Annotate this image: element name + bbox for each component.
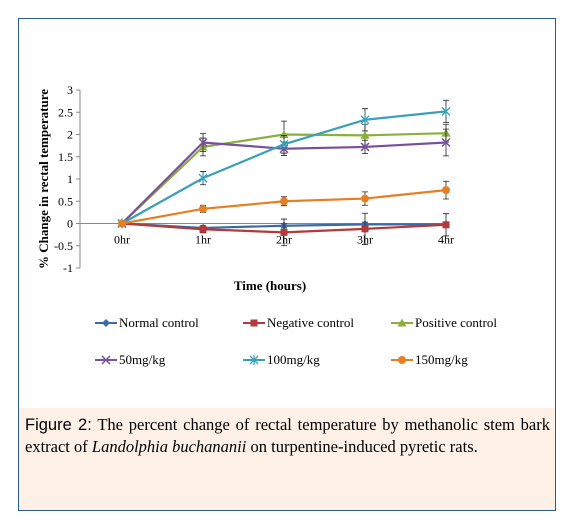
- y-tick-label: -1: [63, 261, 73, 275]
- data-point: [280, 197, 288, 206]
- data-point: [361, 225, 369, 233]
- x-tick-label: 0hr: [114, 233, 130, 247]
- legend-item: 50mg/kg: [95, 352, 166, 367]
- data-point: [361, 194, 369, 203]
- data-point: [441, 137, 451, 148]
- data-point: [198, 137, 208, 148]
- data-point: [118, 219, 126, 228]
- y-tick-label: 0.5: [58, 194, 73, 208]
- caption-text-end: on turpentine-induced pyretic rats.: [246, 437, 478, 456]
- y-tick-label: 1.5: [58, 150, 73, 164]
- y-axis-title: % Change in rectal temperature: [36, 89, 51, 269]
- caption-background: [19, 408, 555, 510]
- series-150mg-kg: [118, 180, 450, 228]
- data-point: [250, 319, 258, 327]
- y-tick-label: 0: [67, 217, 73, 231]
- legend-label: Normal control: [119, 315, 199, 330]
- legend-label: Negative control: [267, 315, 354, 330]
- data-point: [280, 228, 288, 236]
- series-lines: [117, 99, 451, 247]
- series-100mg-kg: [117, 99, 451, 229]
- data-point: [199, 225, 207, 233]
- data-point: [360, 142, 370, 152]
- legend-item: Normal control: [95, 315, 199, 330]
- y-axis: 3 2.5 2 1.5 1 0.5 0 -0.5 -1 % Change in rectal te…: [36, 83, 81, 275]
- data-point: [442, 221, 450, 229]
- data-point: [198, 173, 208, 184]
- legend-label: 100mg/kg: [267, 352, 320, 367]
- legend-label: 150mg/kg: [415, 352, 468, 367]
- data-point: [398, 356, 406, 364]
- x-tick-label: 4hr: [438, 233, 454, 247]
- legend-label: Positive control: [415, 315, 497, 330]
- data-point: [397, 318, 407, 327]
- data-point: [442, 186, 450, 195]
- data-point: [199, 204, 207, 213]
- data-point: [279, 130, 289, 138]
- y-tick-label: 3: [67, 83, 73, 97]
- data-point: [249, 355, 259, 365]
- legend: Normal control Negative control Positive c…: [95, 315, 497, 367]
- legend-item: Positive control: [391, 315, 497, 330]
- legend-item: 150mg/kg: [391, 352, 468, 367]
- caption-text: The percent change of rectal temperature…: [25, 415, 550, 456]
- y-tick-label: 1: [67, 172, 73, 186]
- series-negative-control: [118, 212, 450, 247]
- data-point: [360, 114, 370, 125]
- x-axis-title: Time (hours): [234, 278, 306, 293]
- data-point: [102, 319, 110, 327]
- x-tick-label: 1hr: [195, 233, 211, 247]
- data-point: [279, 139, 289, 150]
- caption-species: Landolphia buchananii: [91, 437, 247, 456]
- figure-caption: Figure 2: The percent change of rectal t…: [25, 414, 550, 458]
- y-tick-label: -0.5: [54, 239, 73, 253]
- chart: 3 2.5 2 1.5 1 0.5 0 -0.5 -1 % Change in rectal te…: [36, 83, 497, 367]
- data-point: [360, 130, 370, 139]
- y-tick-label: 2.5: [58, 105, 73, 119]
- data-point: [101, 355, 111, 365]
- legend-label: 50mg/kg: [119, 352, 166, 367]
- legend-item: Negative control: [243, 315, 354, 330]
- legend-item: 100mg/kg: [243, 352, 320, 367]
- data-point: [441, 106, 451, 117]
- y-tick-label: 2: [67, 128, 73, 142]
- caption-lead: Figure 2:: [25, 416, 92, 434]
